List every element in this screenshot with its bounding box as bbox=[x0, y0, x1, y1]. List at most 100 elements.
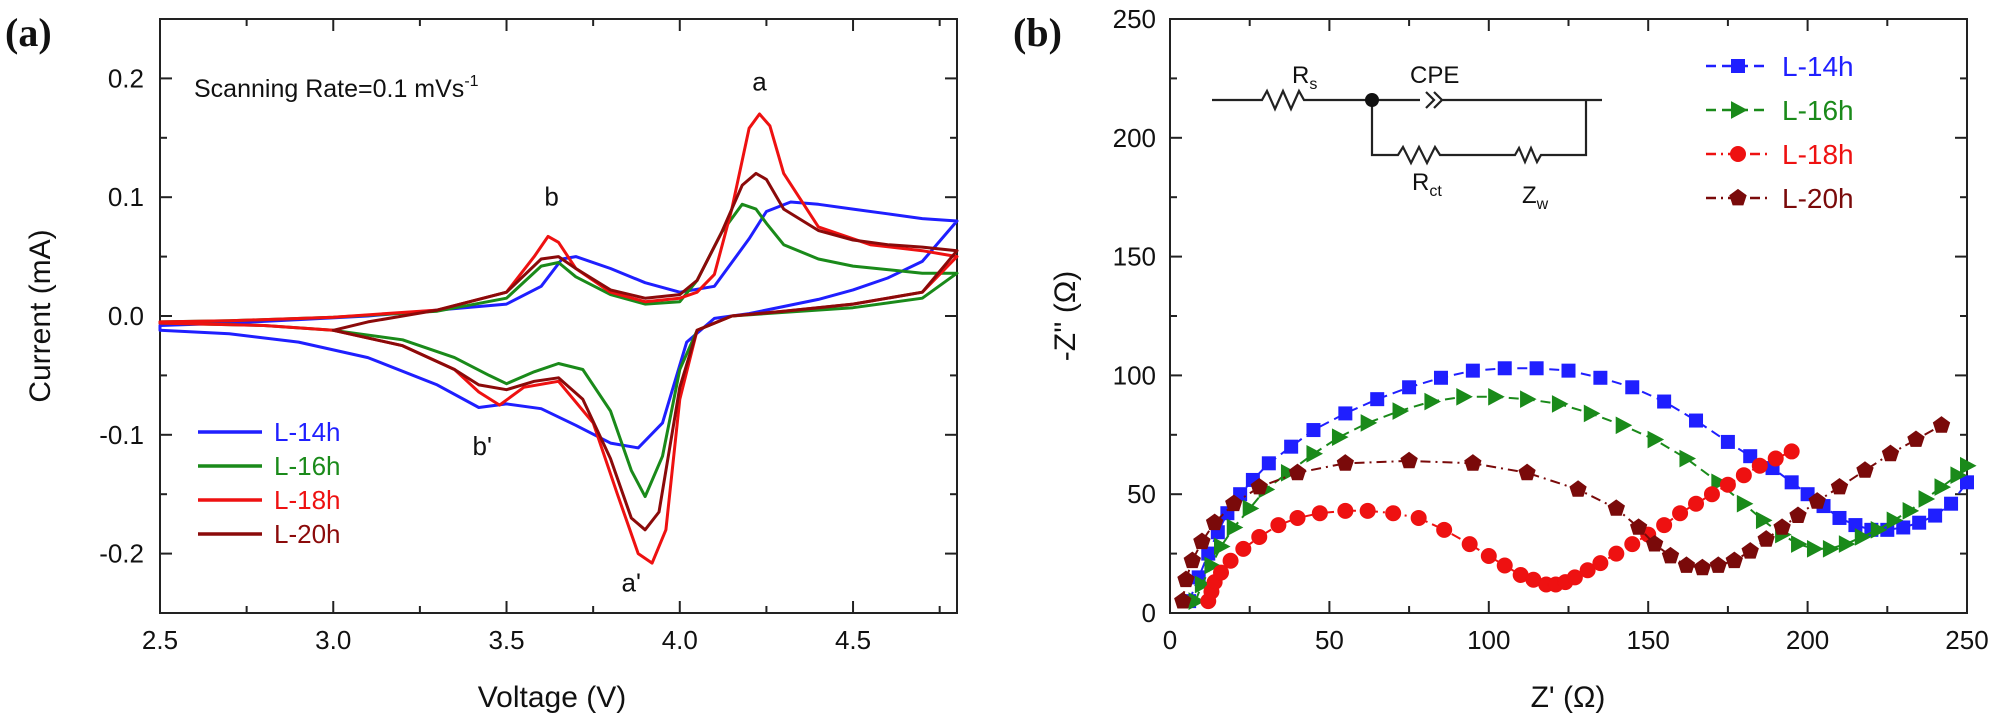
eis-point-l-20h bbox=[1741, 542, 1759, 559]
eis-point-l-16h bbox=[1960, 456, 1977, 475]
eis-point-l-16h bbox=[1755, 511, 1773, 530]
legend-marker-b bbox=[1731, 101, 1748, 119]
eis-point-l-16h bbox=[1331, 428, 1349, 447]
eis-point-l-16h bbox=[1280, 463, 1298, 482]
eis-point-l-16h bbox=[1711, 473, 1728, 492]
eis-point-l-16h bbox=[1806, 540, 1824, 558]
eis-point-l-14h bbox=[1370, 392, 1385, 407]
eis-point-l-14h bbox=[1561, 363, 1576, 378]
circuit-cpe-label: CPE bbox=[1410, 62, 1459, 89]
eis-point-l-16h bbox=[1902, 501, 1920, 520]
eis-point-l-18h bbox=[1337, 502, 1354, 519]
peak-label: b bbox=[544, 182, 558, 212]
legend-label-b: L-20h bbox=[1782, 183, 1854, 214]
circuit-zw-label: Zw bbox=[1522, 182, 1549, 213]
cv-curve-l-18h bbox=[158, 112, 959, 565]
eis-point-l-20h bbox=[1400, 451, 1418, 469]
eis-point-l-14h bbox=[1784, 475, 1799, 490]
legend-marker-b bbox=[1730, 146, 1746, 162]
eis-point-l-18h bbox=[1767, 450, 1784, 467]
eis-point-l-14h bbox=[1944, 496, 1959, 511]
eis-point-l-14h bbox=[1832, 510, 1847, 525]
eis-point-l-18h bbox=[1703, 486, 1720, 503]
eis-point-l-18h bbox=[1251, 528, 1268, 545]
eis-point-l-20h bbox=[1336, 454, 1354, 471]
eis-point-l-14h bbox=[1497, 361, 1512, 376]
eis-point-l-18h bbox=[1656, 517, 1673, 534]
y-tick-label-b: 250 bbox=[1113, 4, 1156, 34]
eis-point-l-20h bbox=[1693, 558, 1712, 576]
eis-point-l-20h bbox=[1677, 556, 1696, 573]
eis-point-l-14h bbox=[1689, 413, 1704, 428]
eis-point-l-20h bbox=[1773, 518, 1791, 535]
eis-point-l-16h bbox=[1918, 490, 1936, 508]
legend-label-b: L-18h bbox=[1782, 139, 1854, 170]
y-tick-label-a: -0.2 bbox=[99, 539, 144, 569]
eis-point-l-14h bbox=[1928, 508, 1943, 523]
circuit-rct-label: Rct bbox=[1412, 169, 1442, 200]
eis-point-l-16h bbox=[1204, 556, 1222, 575]
eis-point-l-20h bbox=[1661, 546, 1680, 564]
eis-point-l-16h bbox=[1583, 404, 1601, 423]
eis-point-l-14h bbox=[1306, 423, 1321, 438]
eis-point-l-16h bbox=[1194, 575, 1212, 594]
eis-point-l-14h bbox=[1912, 515, 1927, 530]
eis-point-l-18h bbox=[1222, 552, 1239, 569]
x-tick-label-b: 250 bbox=[1945, 625, 1988, 655]
eis-point-l-18h bbox=[1672, 505, 1689, 522]
cv-series bbox=[158, 112, 959, 565]
eis-point-l-18h bbox=[1270, 517, 1287, 534]
eis-point-l-18h bbox=[1751, 457, 1768, 474]
y-tick-labels-b: 0 50 100 150 200 250 bbox=[1113, 4, 1156, 628]
legend-label-a: L-18h bbox=[274, 485, 341, 515]
eis-point-l-16h bbox=[1870, 521, 1888, 539]
eis-point-l-14h bbox=[1402, 380, 1417, 395]
eis-point-l-16h bbox=[1647, 430, 1665, 449]
eis-point-l-20h bbox=[1757, 530, 1775, 547]
peak-label: a' bbox=[622, 568, 641, 598]
eis-point-l-20h bbox=[1250, 477, 1268, 495]
x-tick-label-a: 4.0 bbox=[662, 625, 698, 655]
y-tick-label-a: 0.1 bbox=[108, 182, 144, 212]
y-tick-labels-a: -0.2 -0.1 0.0 0.1 0.2 bbox=[99, 63, 144, 568]
cv-chart: (a) 2.5 3.0 3.5 4.0 4.5 -0.2 -0.1 0.0 0.1 0.2 a b… bbox=[5, 10, 959, 714]
eis-point-l-20h bbox=[1932, 416, 1951, 433]
eis-point-l-16h bbox=[1822, 540, 1840, 558]
eis-point-l-20h bbox=[1808, 492, 1826, 509]
y-tick-label-b: 50 bbox=[1127, 479, 1156, 509]
eis-point-l-16h bbox=[1360, 414, 1378, 432]
equivalent-circuit: Rs CPE Rct Zw bbox=[1212, 62, 1602, 213]
eis-point-l-20h bbox=[1569, 480, 1587, 497]
axis-ticks-b bbox=[1169, 18, 1968, 614]
y-tick-label-a: 0.0 bbox=[108, 301, 144, 331]
eis-point-l-16h bbox=[1520, 390, 1537, 408]
cv-curve-l-20h bbox=[331, 171, 959, 532]
eis-point-l-16h bbox=[1242, 499, 1260, 518]
x-tick-label-b: 100 bbox=[1467, 625, 1510, 655]
legend-a: L-14h L-16h L-18h L-20h bbox=[198, 417, 341, 549]
eis-point-l-20h bbox=[1288, 463, 1307, 481]
eis-point-l-20h bbox=[1464, 454, 1482, 471]
eis-point-l-18h bbox=[1436, 521, 1453, 538]
eis-point-l-16h bbox=[1456, 387, 1473, 406]
y-tick-label-a: 0.2 bbox=[108, 63, 144, 93]
eis-point-l-20h bbox=[1645, 534, 1664, 552]
eis-point-l-18h bbox=[1719, 476, 1736, 493]
eis-point-l-20h bbox=[1193, 532, 1211, 550]
eis-point-l-16h bbox=[1551, 395, 1569, 413]
x-tick-label-b: 200 bbox=[1786, 625, 1829, 655]
eis-point-l-16h bbox=[1424, 392, 1441, 411]
eis-point-l-16h bbox=[1736, 494, 1754, 513]
x-axis-label-a: Voltage (V) bbox=[478, 681, 626, 714]
eis-series bbox=[1174, 361, 1977, 610]
eis-point-l-18h bbox=[1592, 555, 1609, 572]
x-axis-label-b: Z' (Ω) bbox=[1531, 681, 1606, 714]
eis-point-l-18h bbox=[1579, 562, 1596, 579]
legend-label-a: L-20h bbox=[274, 519, 341, 549]
eis-point-l-18h bbox=[1688, 495, 1705, 512]
y-axis-label-b: -Z'' (Ω) bbox=[1049, 271, 1082, 362]
eis-point-l-18h bbox=[1289, 509, 1306, 526]
eis-point-l-14h bbox=[1625, 380, 1640, 395]
eis-point-l-20h bbox=[1205, 513, 1224, 531]
